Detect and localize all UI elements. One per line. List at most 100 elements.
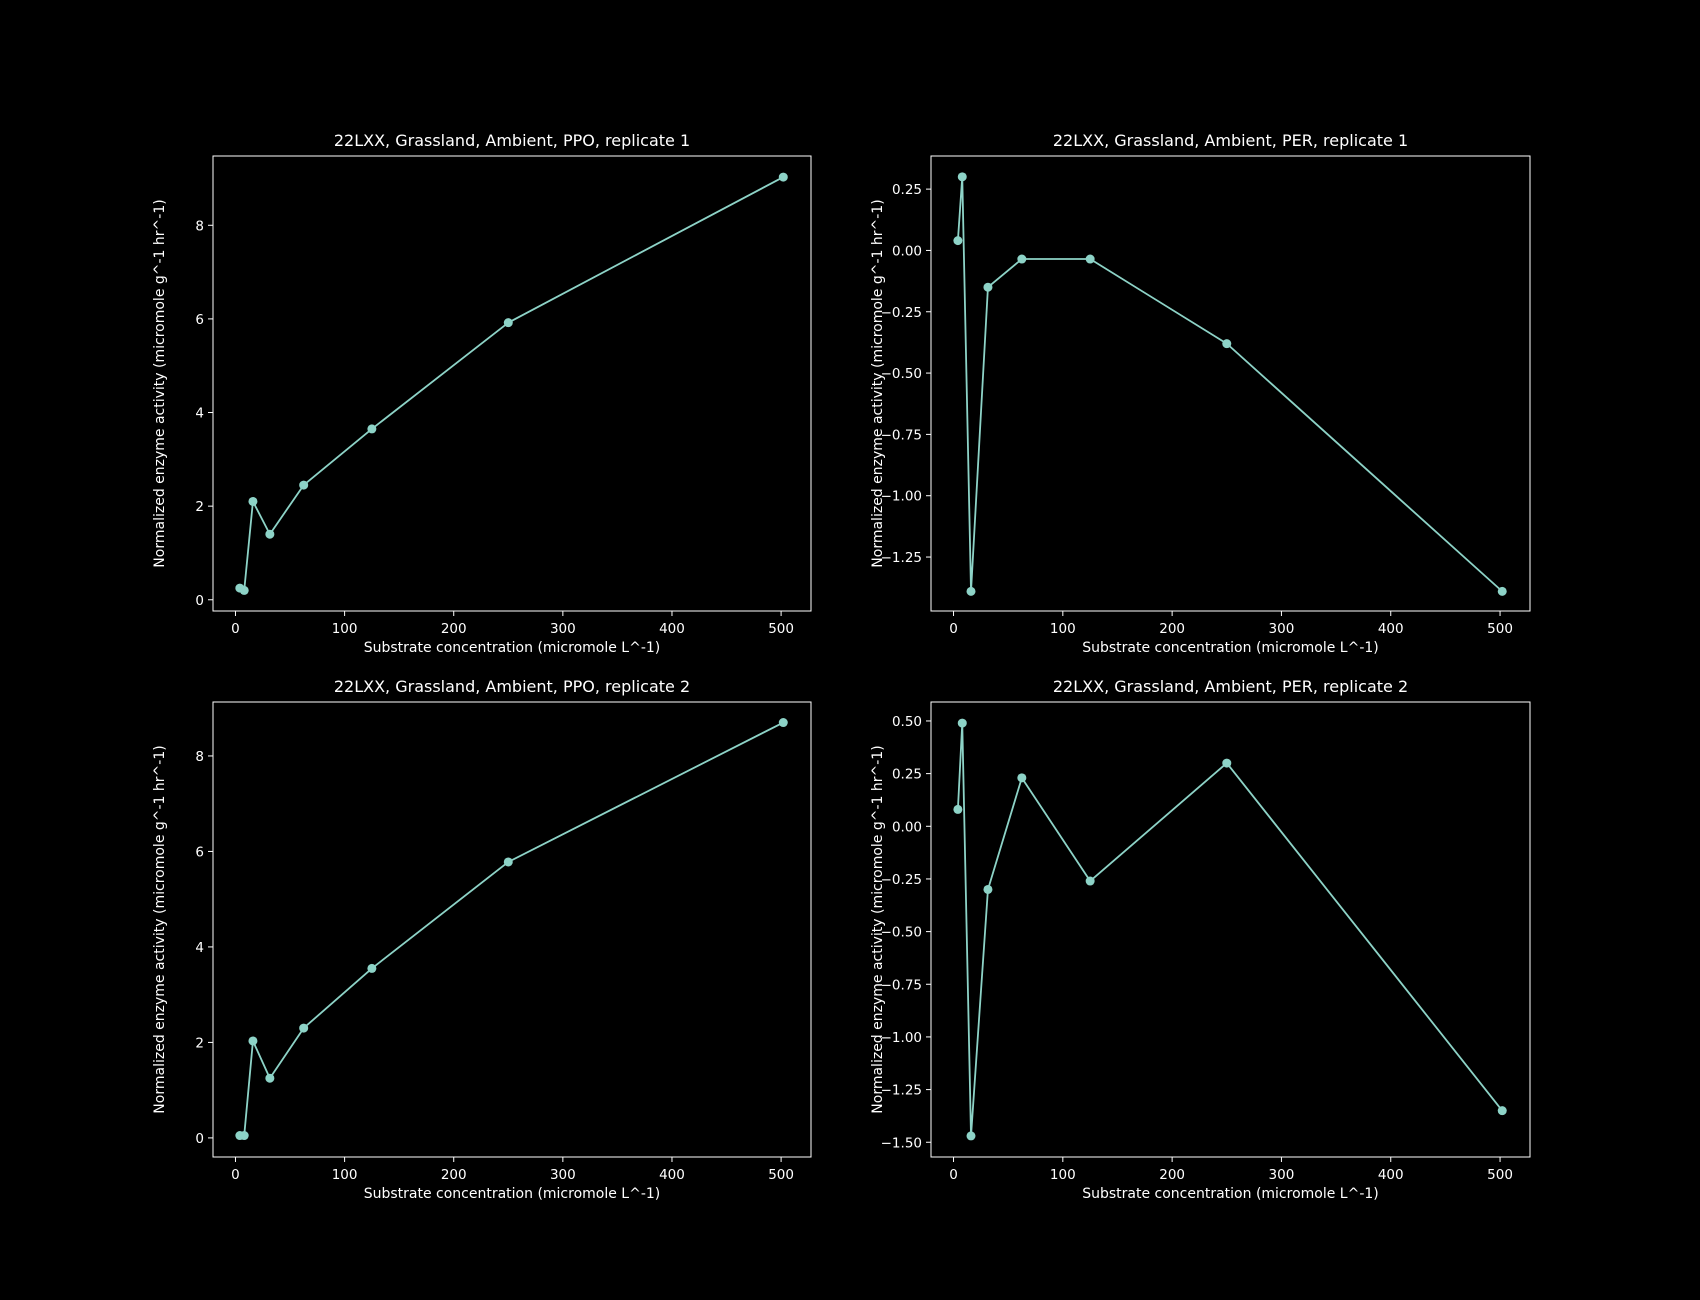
y-tick-label: −0.25 [881,305,922,321]
x-tick-label: 400 [1378,1167,1404,1183]
x-tick-label: 300 [1269,621,1295,637]
data-point [367,424,377,434]
data-point [957,172,967,182]
x-tick-label: 200 [1159,1167,1185,1183]
chart-title: 22LXX, Grassland, Ambient, PER, replicat… [1053,677,1408,696]
x-tick-label: 400 [659,1167,685,1183]
data-point [957,718,967,728]
y-tick-label: −1.25 [881,1083,922,1099]
data-point [1017,773,1027,783]
y-tick-label: 2 [195,499,204,515]
y-axis-label: Normalized enzyme activity (micromole g^… [870,745,886,1113]
x-tick-label: 300 [1269,1167,1295,1183]
y-axis-label: Normalized enzyme activity (micromole g^… [870,199,886,567]
x-axis-label: Substrate concentration (micromole L^-1) [1082,1186,1379,1202]
y-tick-label: 0.00 [892,819,922,835]
x-tick-label: 400 [1378,621,1404,637]
x-tick-label: 100 [332,621,358,637]
data-point [983,884,993,894]
y-tick-label: −1.25 [881,550,922,566]
x-tick-label: 0 [231,1167,240,1183]
data-point [778,172,788,182]
data-point [1017,254,1027,264]
x-tick-label: 100 [1050,1167,1076,1183]
data-point [265,529,275,539]
y-tick-label: −1.00 [881,1030,922,1046]
data-point [1085,254,1095,264]
x-tick-label: 200 [441,621,467,637]
data-point [299,1023,309,1033]
y-tick-label: 0.50 [892,714,922,730]
x-tick-label: 500 [768,621,794,637]
y-tick-label: 0.25 [892,182,922,198]
y-tick-label: −0.50 [881,366,922,382]
subplot-4: 22LXX, Grassland, Ambient, PER, replicat… [870,677,1531,1202]
data-point [248,1036,258,1046]
x-tick-label: 0 [949,621,958,637]
y-tick-label: 6 [195,312,204,328]
y-tick-label: 0 [195,1131,204,1147]
data-point [239,585,249,595]
y-tick-label: −1.50 [881,1135,922,1151]
y-tick-label: −0.75 [881,427,922,443]
x-tick-label: 500 [1487,1167,1513,1183]
data-point [983,282,993,292]
data-point [1222,758,1232,768]
x-tick-label: 500 [768,1167,794,1183]
data-point [1497,1106,1507,1116]
x-tick-label: 100 [332,1167,358,1183]
y-axis-label: Normalized enzyme activity (micromole g^… [152,199,168,567]
x-tick-label: 400 [659,621,685,637]
data-point [778,718,788,728]
data-point [953,804,963,814]
data-point [239,1131,249,1141]
x-tick-label: 200 [441,1167,467,1183]
x-tick-label: 0 [231,621,240,637]
data-point [966,1131,976,1141]
y-tick-label: 6 [195,844,204,860]
x-tick-label: 500 [1487,621,1513,637]
data-point [966,586,976,596]
data-point [1222,339,1232,349]
axes-frame [212,701,812,1158]
data-point [265,1073,275,1083]
data-point [299,480,309,490]
series-line [956,722,1503,1137]
axes-frame [212,155,812,612]
data-point [248,496,258,506]
subplot-3: 22LXX, Grassland, Ambient, PPO, replicat… [152,677,812,1202]
y-tick-label: 2 [195,1035,204,1051]
y-tick-label: −0.25 [881,872,922,888]
y-tick-label: 4 [195,406,204,422]
series-line [239,176,784,592]
series-line [239,721,784,1137]
y-tick-label: 8 [195,218,204,234]
chart-title: 22LXX, Grassland, Ambient, PPO, replicat… [334,131,690,150]
x-tick-label: 300 [550,1167,576,1183]
data-point [1497,586,1507,596]
y-tick-label: −0.75 [881,977,922,993]
x-tick-label: 100 [1050,621,1076,637]
x-axis-label: Substrate concentration (micromole L^-1) [364,640,661,656]
y-tick-label: −0.50 [881,925,922,941]
y-axis-label: Normalized enzyme activity (micromole g^… [152,745,168,1113]
series-line [956,175,1503,593]
subplot-2: 22LXX, Grassland, Ambient, PER, replicat… [870,131,1531,656]
chart-title: 22LXX, Grassland, Ambient, PPO, replicat… [334,677,690,696]
x-tick-label: 0 [949,1167,958,1183]
data-point [1085,876,1095,886]
subplot-1: 22LXX, Grassland, Ambient, PPO, replicat… [152,131,812,656]
data-point [503,857,513,867]
data-point [503,318,513,328]
axes-frame [930,701,1531,1158]
x-axis-label: Substrate concentration (micromole L^-1) [1082,640,1379,656]
y-tick-label: −1.00 [881,489,922,505]
y-tick-label: 0 [195,593,204,609]
chart-title: 22LXX, Grassland, Ambient, PER, replicat… [1053,131,1408,150]
y-tick-label: 0.25 [892,767,922,783]
x-tick-label: 200 [1159,621,1185,637]
x-axis-label: Substrate concentration (micromole L^-1) [364,1186,661,1202]
y-tick-label: 4 [195,940,204,956]
